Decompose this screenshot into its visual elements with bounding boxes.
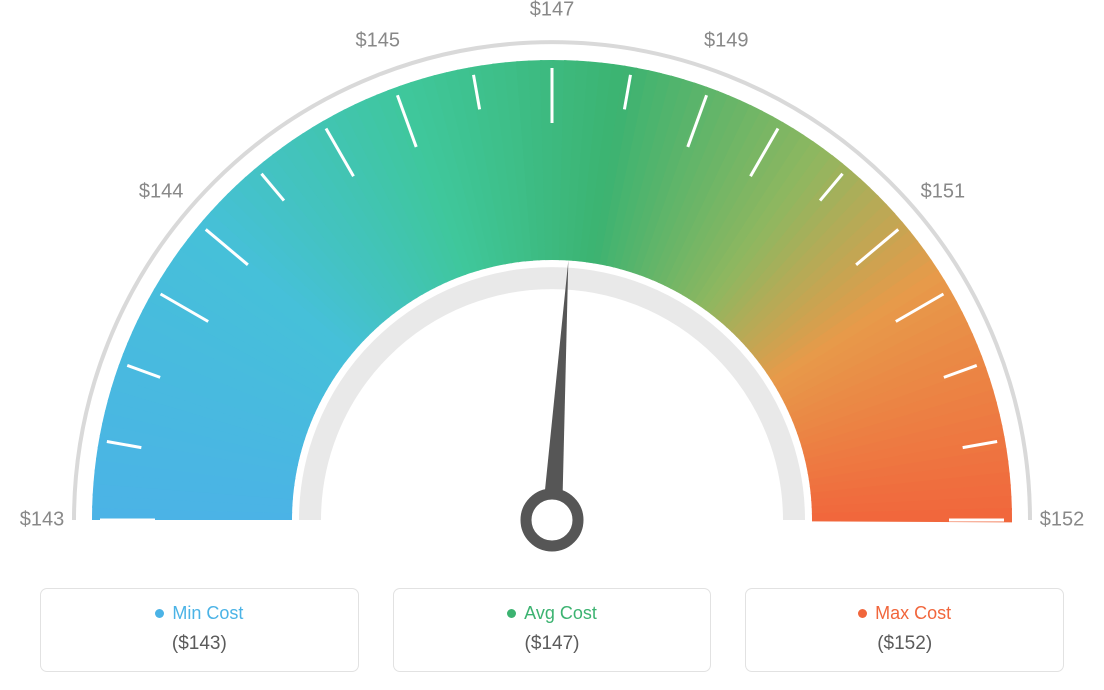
- gauge-tick-label: $143: [20, 509, 65, 532]
- legend-dot-avg: [507, 609, 516, 618]
- legend-label-max: Max Cost: [875, 603, 951, 624]
- legend-title-max: Max Cost: [756, 603, 1053, 624]
- gauge-tick-label: $151: [921, 181, 966, 204]
- legend-card-min: Min Cost ($143): [40, 588, 359, 672]
- gauge-tick-label: $144: [139, 181, 184, 204]
- gauge-tick-label: $145: [355, 29, 400, 52]
- cost-gauge-chart: $143 $144 $145 $147 $149 $151 $152 Min Cost ($…: [0, 0, 1104, 690]
- legend-title-min: Min Cost: [51, 603, 348, 624]
- legend-card-avg: Avg Cost ($147): [393, 588, 712, 672]
- legend-label-avg: Avg Cost: [524, 603, 597, 624]
- legend-label-min: Min Cost: [172, 603, 243, 624]
- gauge-tick-label: $149: [704, 29, 749, 52]
- gauge-area: $143 $144 $145 $147 $149 $151 $152: [0, 0, 1104, 560]
- legend-value-max: ($152): [756, 633, 1053, 655]
- legend-card-max: Max Cost ($152): [745, 588, 1064, 672]
- gauge-svg: [0, 0, 1104, 560]
- legend-title-avg: Avg Cost: [404, 603, 701, 624]
- gauge-tick-label: $147: [530, 0, 575, 22]
- legend-dot-max: [858, 609, 867, 618]
- legend-row: Min Cost ($143) Avg Cost ($147) Max Cost…: [0, 588, 1104, 672]
- gauge-tick-label: $152: [1040, 509, 1085, 532]
- legend-dot-min: [155, 609, 164, 618]
- legend-value-avg: ($147): [404, 633, 701, 655]
- legend-value-min: ($143): [51, 633, 348, 655]
